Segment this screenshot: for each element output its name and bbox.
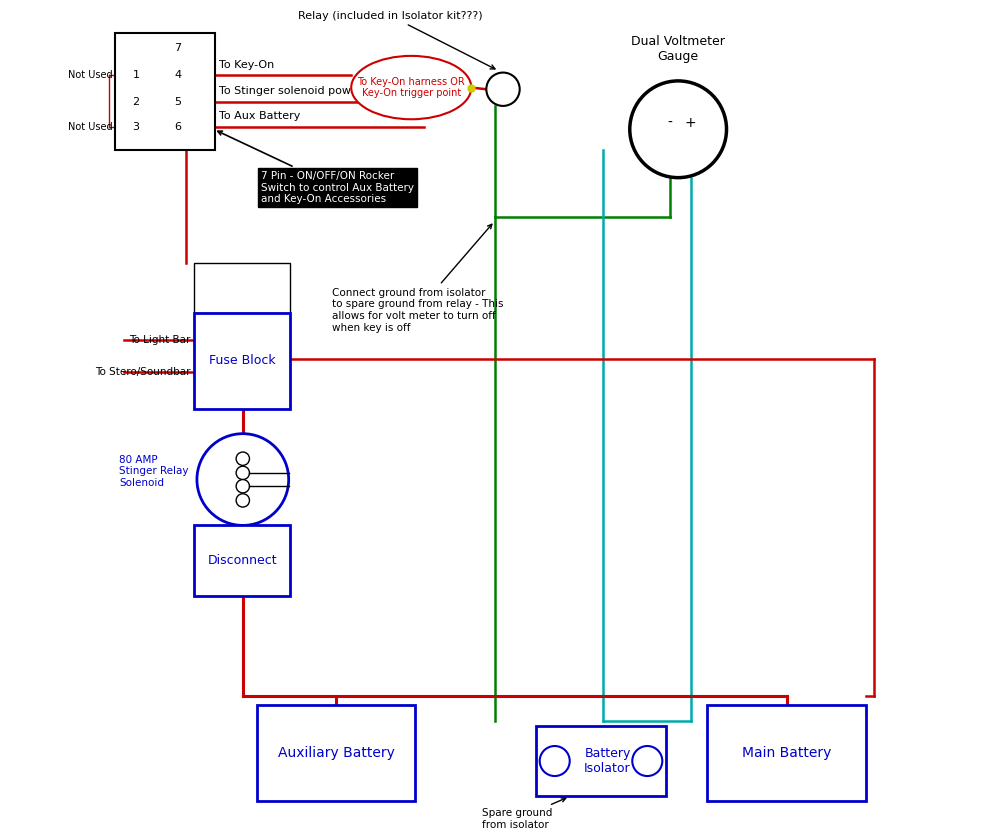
Text: Dual Voltmeter
Gauge: Dual Voltmeter Gauge [631,34,725,63]
Circle shape [630,81,727,178]
Text: Auxiliary Battery: Auxiliary Battery [278,746,394,760]
Bar [115,33,215,150]
Ellipse shape [351,56,471,119]
Text: Spare ground
from isolator: Spare ground from isolator [482,798,566,830]
Text: Connect ground from isolator
to spare ground from relay - This
allows for volt m: Connect ground from isolator to spare gr… [332,224,503,333]
Text: 7 Pin - ON/OFF/ON Rocker
Switch to control Aux Battery
and Key-On Accessories: 7 Pin - ON/OFF/ON Rocker Switch to contr… [218,131,414,204]
Circle shape [236,452,249,465]
Bar [257,705,415,801]
Text: 1: 1 [132,70,139,80]
Bar [707,705,866,801]
Text: +: + [685,116,697,129]
Circle shape [540,746,570,776]
Text: 80 AMP
Stinger Relay
Solenoid: 80 AMP Stinger Relay Solenoid [119,455,188,488]
Circle shape [236,466,249,480]
Text: To Light Bar: To Light Bar [129,334,190,344]
Text: To Stero/Soundbar: To Stero/Soundbar [95,367,190,377]
Circle shape [236,480,249,493]
Text: To Key-On harness OR
Key-On trigger point: To Key-On harness OR Key-On trigger poin… [357,77,465,98]
Bar [194,263,290,313]
Bar [537,726,666,796]
Text: To Aux Battery: To Aux Battery [220,111,301,121]
Bar [194,313,290,409]
Text: To Stinger solenoid power: To Stinger solenoid power [220,86,363,96]
Circle shape [197,434,288,525]
Text: 5: 5 [175,97,181,107]
Text: Battery
Isolator: Battery Isolator [584,747,631,775]
Text: -: - [667,116,672,129]
Text: 2: 2 [132,97,139,107]
Text: Main Battery: Main Battery [742,746,831,760]
Circle shape [633,746,662,776]
Text: 4: 4 [175,70,181,80]
Circle shape [487,73,520,106]
Text: 7: 7 [175,43,181,53]
Text: Relay (included in Isolator kit???): Relay (included in Isolator kit???) [298,11,495,69]
Text: 3: 3 [132,122,139,132]
Text: 6: 6 [175,122,181,132]
Text: Not Used: Not Used [68,122,113,132]
Circle shape [236,494,249,507]
Text: Disconnect: Disconnect [208,555,278,567]
Text: To Key-On: To Key-On [220,59,275,69]
Bar [194,525,290,596]
Text: Not Used: Not Used [68,70,113,80]
Text: Fuse Block: Fuse Block [209,354,276,367]
